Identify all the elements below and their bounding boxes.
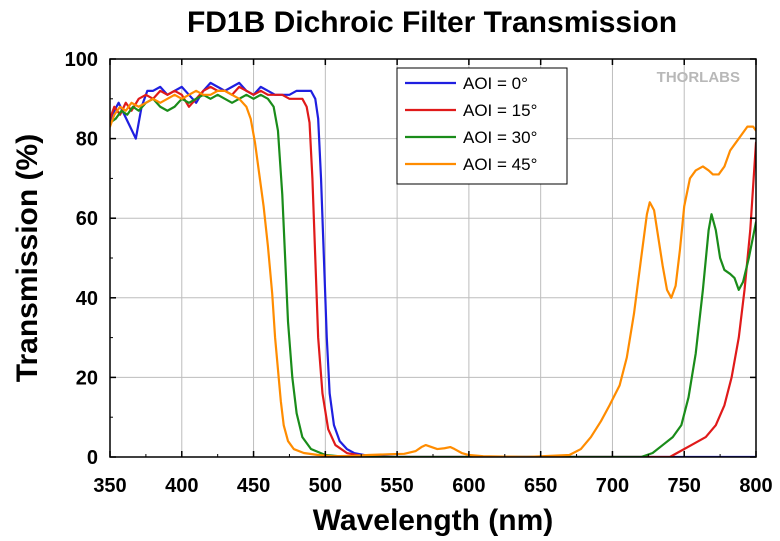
- series-line-2: [110, 93, 756, 457]
- legend-entries: AOI = 0° AOI = 15° AOI = 30° AOI = 45°: [405, 74, 537, 174]
- y-tick-labels: 0 20 40 60 80 100: [65, 49, 98, 469]
- thorlabs-watermark: THORLABS: [657, 69, 740, 86]
- series-line-1: [110, 85, 756, 457]
- series-line-3: [110, 89, 756, 457]
- legend-label-3: AOI = 45°: [463, 155, 537, 174]
- x-tick-label: 500: [309, 475, 342, 497]
- x-tick-label: 350: [93, 475, 126, 497]
- y-tick-label: 20: [76, 367, 98, 389]
- legend-label-2: AOI = 30°: [463, 128, 537, 147]
- y-axis-title: Transmission (%): [11, 134, 44, 382]
- x-tick-label: 600: [452, 475, 485, 497]
- plot-lines: [110, 81, 756, 457]
- x-tick-label: 450: [237, 475, 270, 497]
- ticks: [109, 58, 757, 458]
- x-axis-title: Wavelength (nm): [313, 504, 554, 537]
- x-tick-labels: 350 400 450 500 550 600 650 700 750 800: [93, 475, 772, 497]
- y-tick-label: 100: [65, 49, 98, 71]
- x-tick-label: 800: [739, 475, 772, 497]
- y-tick-label: 80: [76, 129, 98, 151]
- legend-label-0: AOI = 0°: [463, 74, 528, 93]
- legend: AOI = 0° AOI = 15° AOI = 30° AOI = 45°: [396, 67, 568, 185]
- y-tick-label: 40: [76, 288, 98, 310]
- x-tick-label: 400: [165, 475, 198, 497]
- x-tick-label: 700: [596, 475, 629, 497]
- x-tick-label: 650: [524, 475, 557, 497]
- x-tick-label: 550: [380, 475, 413, 497]
- x-tick-label: 750: [668, 475, 701, 497]
- legend-label-1: AOI = 15°: [463, 101, 537, 120]
- y-tick-label: 0: [87, 447, 98, 469]
- y-tick-label: 60: [76, 208, 98, 230]
- chart-title: FD1B Dichroic Filter Transmission: [187, 6, 677, 39]
